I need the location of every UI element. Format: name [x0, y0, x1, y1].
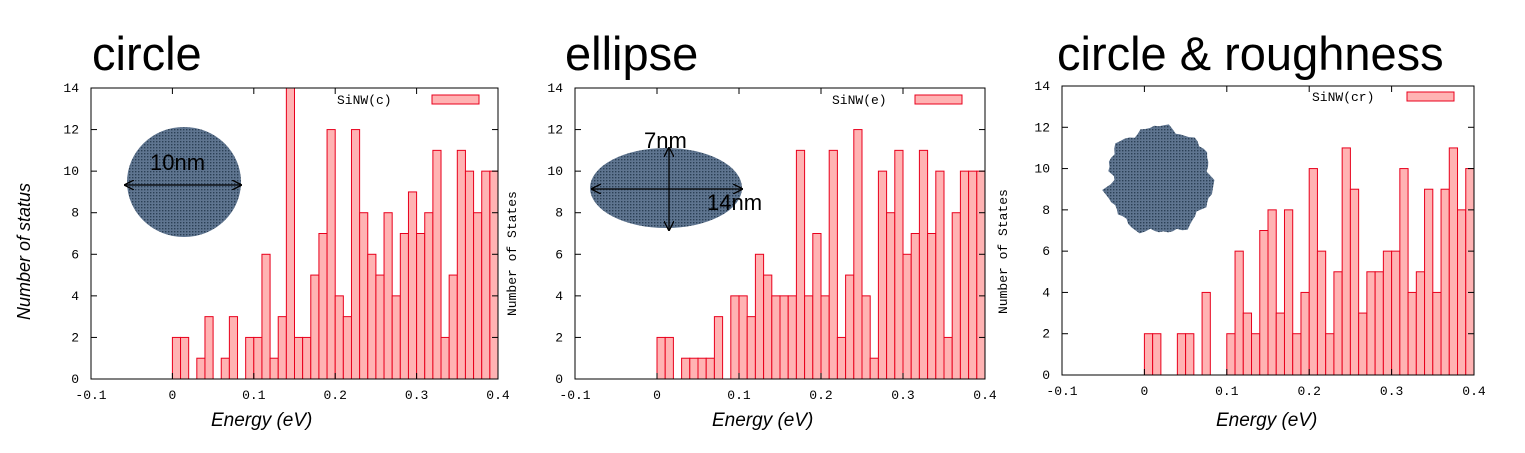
- chart-title-ellipse: ellipse: [565, 27, 699, 80]
- bar: [1457, 209, 1467, 376]
- legend-label: SiNW(cr): [1312, 90, 1374, 105]
- bar: [1283, 209, 1294, 376]
- y-tick-label: 4: [555, 289, 563, 304]
- x-tick-label: 0: [1140, 384, 1148, 399]
- plot-frame: [1061, 85, 1475, 376]
- y-tick-label: 8: [1042, 203, 1050, 218]
- y-tick-label: 8: [555, 206, 563, 221]
- y-tick-label: 14: [1034, 79, 1050, 94]
- plot-frame: [90, 87, 499, 380]
- y-tick-label: 14: [63, 81, 79, 96]
- rough-circle-cross-section-icon: [1102, 124, 1215, 234]
- y-tick-label: 2: [71, 330, 79, 345]
- y-tick-label: 0: [71, 372, 79, 387]
- bar: [1424, 188, 1434, 376]
- chart-title-circle: circle: [92, 27, 202, 80]
- x-tick-label: 0: [653, 388, 661, 403]
- y-tick-label: 10: [63, 164, 79, 179]
- bar: [1341, 147, 1351, 376]
- bar: [1176, 333, 1187, 376]
- y-tick-label: 0: [1042, 368, 1050, 383]
- x-axis-label-circle-roughness: Energy (eV): [1216, 410, 1318, 431]
- x-tick-label: 0: [168, 388, 176, 403]
- bar: [1234, 250, 1244, 376]
- bar: [1152, 333, 1162, 376]
- y-tick-label: 10: [547, 164, 563, 179]
- bar: [1358, 312, 1368, 376]
- legend-label: SiNW(e): [832, 93, 887, 108]
- chart-title-circle-roughness: circle & roughness: [1057, 27, 1444, 80]
- y-tick-label: 2: [555, 330, 563, 345]
- y-tick-label: 12: [1034, 120, 1050, 135]
- bar: [1382, 250, 1393, 376]
- diameter-annotation: 10nm: [150, 150, 205, 175]
- x-tick-label: 0.4: [973, 388, 997, 403]
- bar: [1259, 230, 1269, 376]
- major-axis-annotation: 14nm: [707, 190, 762, 215]
- legend-swatch: [914, 94, 963, 105]
- bar: [1333, 271, 1343, 376]
- bar: [1300, 291, 1310, 376]
- legend-swatch: [431, 94, 480, 105]
- bar: [1275, 312, 1285, 376]
- bar: [1201, 291, 1211, 376]
- bar: [1448, 147, 1459, 376]
- y-tick-label: 0: [555, 372, 563, 387]
- minor-axis-annotation: 7nm: [644, 128, 687, 153]
- bar: [1325, 333, 1335, 376]
- x-tick-label: 0.3: [405, 388, 428, 403]
- y-tick-label: 10: [1034, 162, 1050, 177]
- x-tick-label: 0.2: [323, 388, 346, 403]
- y-tick-label: 12: [547, 123, 563, 138]
- x-tick-label: 0.3: [891, 388, 914, 403]
- bar: [1251, 333, 1261, 376]
- x-tick-label: 0.4: [486, 388, 510, 403]
- y-tick-label: 6: [1042, 244, 1050, 259]
- x-tick-label: 0.4: [1462, 384, 1486, 399]
- bar: [1292, 333, 1302, 376]
- plot-frame: [574, 87, 986, 380]
- bar: [1415, 271, 1426, 376]
- y-tick-label: 12: [63, 123, 79, 138]
- bar: [1316, 250, 1327, 376]
- x-tick-label: 0.3: [1380, 384, 1403, 399]
- bar: [1226, 333, 1236, 376]
- bar: [1440, 188, 1450, 376]
- x-tick-label: 0.2: [809, 388, 832, 403]
- x-tick-label: 0.1: [242, 388, 266, 403]
- bar: [1143, 333, 1154, 376]
- y-tick-label: 2: [1042, 327, 1050, 342]
- bar: [1308, 168, 1318, 376]
- y-tick-label: 6: [71, 247, 79, 262]
- y-tick-label: 8: [71, 206, 79, 221]
- bar: [1366, 271, 1376, 376]
- bar: [1242, 312, 1253, 376]
- x-tick-label: 0.2: [1297, 384, 1320, 399]
- bar: [1407, 291, 1417, 376]
- x-tick-label: -0.1: [559, 388, 590, 403]
- x-tick-label: 0.1: [727, 388, 751, 403]
- bar: [1465, 168, 1475, 376]
- legend-label: SiNW(c): [337, 93, 392, 108]
- bar: [1399, 168, 1409, 376]
- bar: [1432, 291, 1442, 376]
- bar: [1374, 271, 1384, 376]
- x-tick-label: 0.1: [1215, 384, 1239, 399]
- y-tick-label: 14: [547, 81, 563, 96]
- x-axis-label-ellipse: Energy (eV): [712, 410, 814, 431]
- bar: [1267, 209, 1277, 376]
- bar: [1349, 188, 1360, 376]
- bar: [1391, 250, 1401, 376]
- y-tick-label: 4: [1042, 285, 1050, 300]
- legend-swatch: [1406, 91, 1455, 102]
- y-tick-label: 4: [71, 289, 79, 304]
- x-axis-label-circle: Energy (eV): [211, 410, 313, 431]
- x-tick-label: -0.1: [1046, 384, 1077, 399]
- bar: [1185, 333, 1195, 376]
- x-tick-label: -0.1: [75, 388, 106, 403]
- y-tick-label: 6: [555, 247, 563, 262]
